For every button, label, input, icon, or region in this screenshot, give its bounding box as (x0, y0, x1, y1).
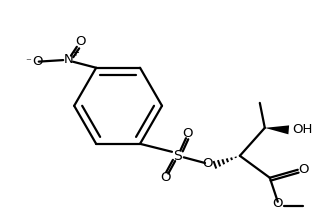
Text: +: + (71, 48, 79, 58)
Text: O: O (161, 171, 171, 184)
Text: O: O (75, 35, 85, 48)
Polygon shape (265, 125, 289, 134)
Text: O: O (272, 197, 283, 210)
Text: OH: OH (293, 123, 313, 136)
Text: ⁻: ⁻ (25, 57, 31, 67)
Text: O: O (299, 163, 309, 176)
Text: O: O (183, 127, 193, 140)
Text: N: N (63, 53, 73, 66)
Text: O: O (32, 55, 42, 68)
Text: S: S (173, 149, 182, 163)
Text: O: O (203, 157, 213, 170)
